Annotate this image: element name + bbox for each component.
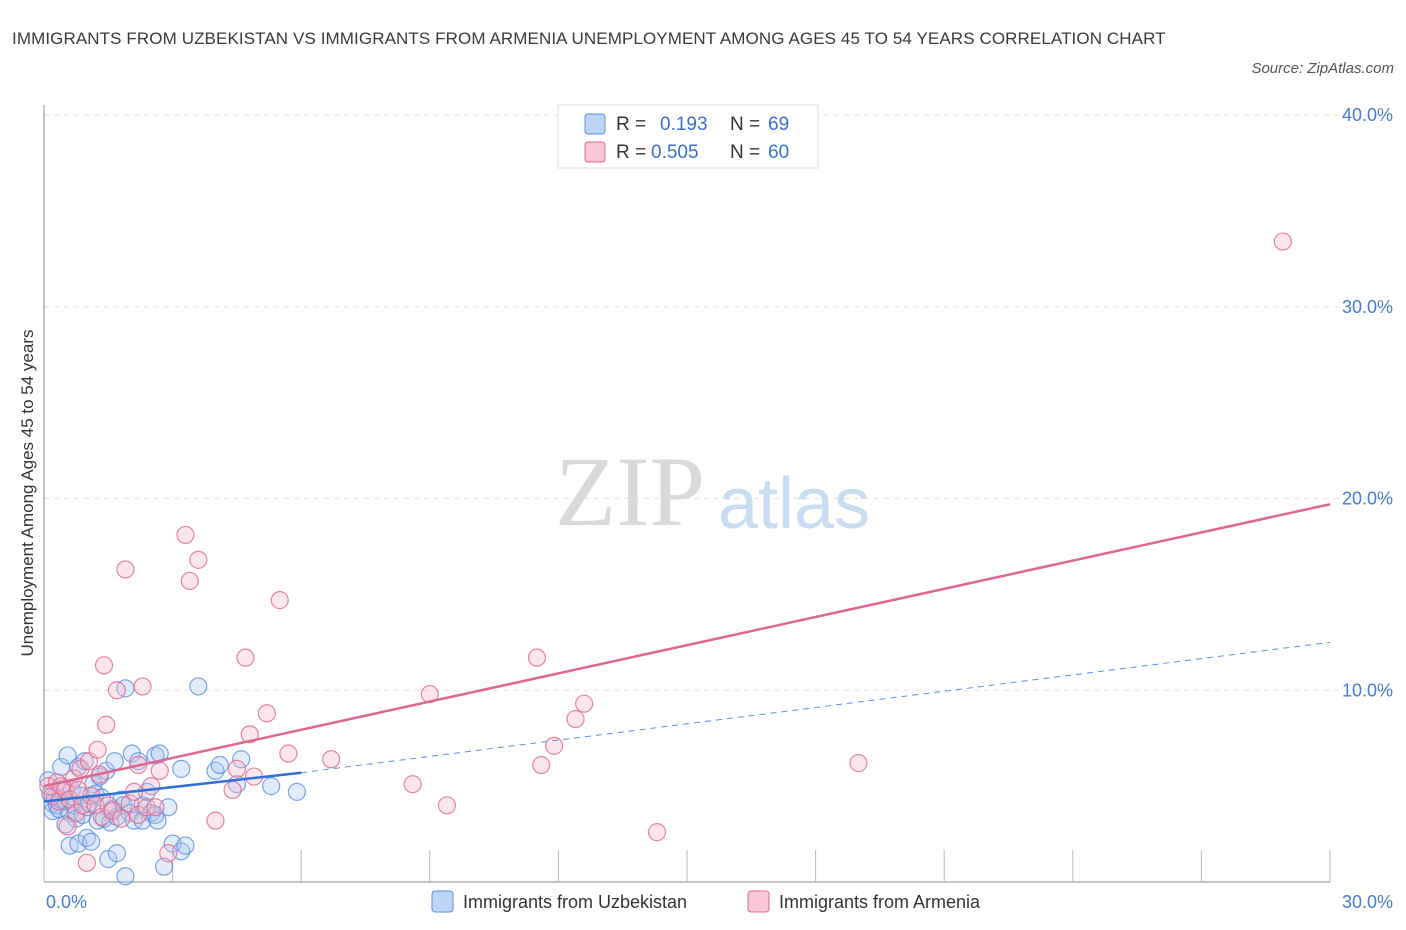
x-tick-label-max: 30.0% (1342, 892, 1393, 912)
armenia-point-13 (77, 853, 96, 872)
legend-r-value-2: 0.505 (651, 142, 699, 163)
armenia-point-44 (240, 725, 259, 744)
uzbekistan-point-53 (148, 811, 167, 830)
y-tick-label-2: 30.0% (1342, 297, 1393, 317)
uzbekistan-trend-extension (301, 641, 1331, 774)
watermark-atlas: atlas (718, 464, 870, 544)
grid-lines (44, 114, 1392, 691)
armenia-point-41 (223, 780, 242, 800)
armenia-point-39 (189, 550, 208, 569)
armenia-point-38 (180, 571, 199, 591)
legend-swatch-uzbekistan (584, 113, 606, 135)
armenia-point-33 (142, 777, 161, 796)
source-note: Source: ZipAtlas.com (1251, 60, 1394, 77)
armenia-point-36 (159, 844, 178, 863)
scatter-points (39, 232, 1292, 886)
armenia-point-56 (566, 709, 585, 729)
uzbekistan-point-63 (210, 755, 229, 775)
legend-n-label-1: N = (730, 114, 760, 135)
armenia-point-26 (116, 560, 135, 579)
uzbekistan-point-60 (172, 759, 191, 778)
uzbekistan-point-65 (232, 750, 251, 769)
correlation-legend: R = 0.193 N = 69 R = 0.505 N = 60 (557, 104, 819, 169)
uzbekistan-point-11 (58, 746, 77, 765)
armenia-point-58 (647, 823, 667, 842)
uzbekistan-point-38 (107, 844, 126, 863)
bottom-legend-swatch-uzbekistan (431, 890, 454, 913)
y-axis-label: Unemployment Among Ages 45 to 54 years (18, 330, 37, 657)
legend-swatch-armenia (584, 141, 606, 163)
legend-r-label-1: R = (616, 114, 646, 135)
armenia-point-34 (146, 798, 165, 817)
armenia-point-24 (107, 681, 126, 700)
x-tick-label-min: 0.0% (46, 892, 87, 912)
trend-lines (43, 503, 1331, 803)
armenia-point-21 (97, 715, 116, 734)
y-tick-labels: 10.0% 20.0% 30.0% 40.0% (1342, 105, 1393, 700)
uzbekistan-point-61 (189, 677, 208, 696)
armenia-point-17 (88, 740, 107, 759)
uzbekistan-point-25 (82, 832, 101, 851)
armenia-point-57 (575, 694, 594, 713)
armenia-point-59 (849, 754, 868, 773)
legend-n-value-2: 60 (768, 142, 789, 163)
armenia-point-42 (227, 759, 246, 778)
uzbekistan-point-42 (116, 867, 135, 886)
chart-title: IMMIGRANTS FROM UZBEKISTAN VS IMMIGRANTS… (12, 29, 1166, 48)
armenia-point-46 (257, 704, 277, 723)
series-legend: Immigrants from Uzbekistan Immigrants fr… (431, 890, 981, 913)
uzbekistan-point-55 (154, 857, 174, 876)
armenia-point-40 (206, 811, 225, 830)
armenia-point-50 (403, 775, 422, 794)
armenia-point-48 (279, 744, 298, 763)
armenia-point-31 (133, 677, 152, 696)
armenia-trend-line (43, 503, 1331, 788)
legend-r-label-2: R = (616, 142, 646, 163)
uzbekistan-point-59 (176, 836, 195, 855)
armenia-point-43 (236, 648, 255, 667)
x-axis-ticks (43, 850, 1331, 882)
y-tick-label-0: 10.0% (1342, 680, 1393, 700)
legend-r-value-1: 0.193 (660, 114, 708, 135)
y-tick-label-1: 20.0% (1342, 489, 1393, 509)
bottom-legend-swatch-armenia (747, 890, 770, 913)
watermark-zip: ZIP (555, 436, 705, 547)
y-tick-label-3: 40.0% (1342, 105, 1393, 125)
armenia-point-35 (150, 761, 169, 780)
armenia-point-52 (437, 796, 457, 815)
uzbekistan-point-66 (262, 777, 281, 796)
bottom-legend-uzbekistan: Immigrants from Uzbekistan (463, 892, 687, 912)
armenia-point-20 (94, 656, 114, 675)
legend-n-value-1: 69 (768, 114, 789, 135)
armenia-point-6 (58, 817, 77, 836)
legend-n-label-2: N = (730, 142, 760, 163)
armenia-point-54 (532, 755, 551, 775)
uzbekistan-point-36 (105, 752, 124, 771)
armenia-point-19 (92, 807, 111, 826)
bottom-legend-armenia: Immigrants from Armenia (779, 892, 981, 912)
armenia-point-37 (176, 525, 195, 545)
armenia-point-53 (527, 648, 547, 667)
armenia-point-47 (270, 591, 289, 610)
armenia-point-55 (545, 736, 564, 755)
uzbekistan-trend-line (43, 771, 302, 803)
armenia-point-25 (112, 809, 131, 828)
uzbekistan-point-56 (159, 798, 178, 817)
uzbekistan-point-67 (287, 782, 307, 801)
armenia-point-49 (322, 750, 341, 769)
armenia-point-60 (1273, 232, 1292, 251)
